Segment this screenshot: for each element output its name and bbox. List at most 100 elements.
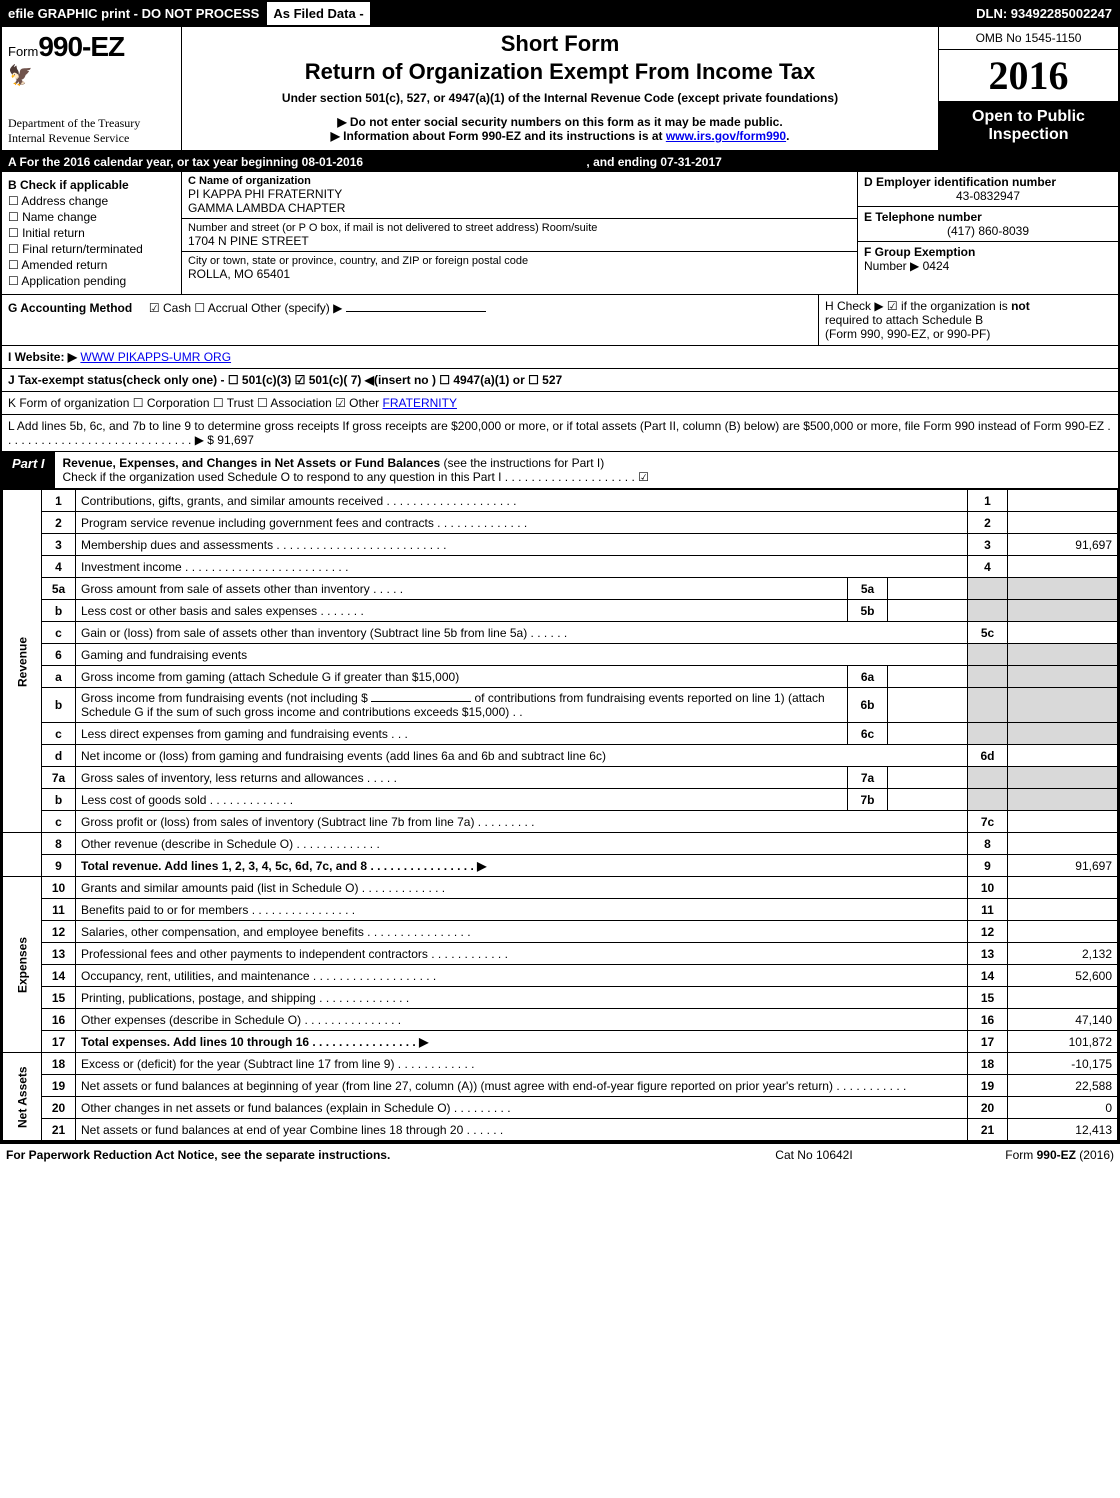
- line-no: 18: [42, 1053, 76, 1075]
- sub-no: 7a: [848, 767, 888, 789]
- line-num: 21: [968, 1119, 1008, 1141]
- line-desc: Gain or (loss) from sale of assets other…: [76, 622, 968, 644]
- sub-no: 5b: [848, 600, 888, 622]
- sub-val: [888, 600, 968, 622]
- line-no: b: [42, 600, 76, 622]
- line-num: 19: [968, 1075, 1008, 1097]
- d-ein-block: D Employer identification number 43-0832…: [858, 172, 1118, 207]
- line-no: 1: [42, 490, 76, 512]
- table-row: 15 Printing, publications, postage, and …: [3, 987, 1118, 1009]
- table-row: c Gain or (loss) from sale of assets oth…: [3, 622, 1118, 644]
- h-line3: (Form 990, 990-EZ, or 990-PF): [825, 327, 1112, 341]
- table-row: 5a Gross amount from sale of assets othe…: [3, 578, 1118, 600]
- header-right: OMB No 1545-1150 2016 Open to Public Ins…: [938, 27, 1118, 150]
- line-desc: Membership dues and assessments . . . . …: [76, 534, 968, 556]
- table-row: c Less direct expenses from gaming and f…: [3, 723, 1118, 745]
- shaded-cell: [1008, 688, 1118, 723]
- cb-application-pending[interactable]: ☐ Application pending: [8, 274, 175, 288]
- shaded-cell: [968, 644, 1008, 666]
- open-public-2: Inspection: [943, 126, 1114, 144]
- line-num: 20: [968, 1097, 1008, 1119]
- line-desc: Professional fees and other payments to …: [76, 943, 968, 965]
- cb-address-change[interactable]: ☐ Address change: [8, 194, 175, 208]
- line-val: [1008, 987, 1118, 1009]
- form-page: efile GRAPHIC print - DO NOT PROCESS As …: [0, 0, 1120, 1143]
- line-val: 91,697: [1008, 855, 1118, 877]
- return-title: Return of Organization Exempt From Incom…: [190, 59, 930, 85]
- side-label-expenses: Expenses: [3, 877, 42, 1053]
- line-desc: Net assets or fund balances at beginning…: [76, 1075, 968, 1097]
- line-num: 15: [968, 987, 1008, 1009]
- sub-val: [888, 789, 968, 811]
- f-group-block: F Group Exemption Number ▶ 0424: [858, 242, 1118, 276]
- f-group-label2: Number ▶: [864, 259, 919, 273]
- shaded-cell: [968, 767, 1008, 789]
- c-street-label: Number and street (or P O box, if mail i…: [188, 222, 851, 234]
- h-text1: H Check ▶ ☑ if the organization is: [825, 299, 1011, 313]
- footer-catno: Cat No 10642I: [714, 1148, 914, 1162]
- table-row: 8 Other revenue (describe in Schedule O)…: [3, 833, 1118, 855]
- row-j-tax-exempt: J Tax-exempt status(check only one) - ☐ …: [2, 369, 1118, 392]
- line-desc: Gross sales of inventory, less returns a…: [76, 767, 848, 789]
- cb-name-change[interactable]: ☐ Name change: [8, 210, 175, 224]
- f-group-value: 0424: [923, 259, 950, 273]
- line-val: -10,175: [1008, 1053, 1118, 1075]
- line-desc: Salaries, other compensation, and employ…: [76, 921, 968, 943]
- g-options[interactable]: ☑ Cash ☐ Accrual Other (specify) ▶: [149, 301, 342, 315]
- row-k-org-form: K Form of organization ☐ Corporation ☐ T…: [2, 392, 1118, 415]
- irs-label: Internal Revenue Service: [8, 131, 175, 146]
- shaded-cell: [968, 789, 1008, 811]
- website-link[interactable]: WWW PIKAPPS-UMR ORG: [80, 350, 231, 364]
- table-row: 6 Gaming and fundraising events: [3, 644, 1118, 666]
- table-row: 9 Total revenue. Add lines 1, 2, 3, 4, 5…: [3, 855, 1118, 877]
- i-label: I Website: ▶: [8, 350, 77, 364]
- h-line2: required to attach Schedule B: [825, 313, 1112, 327]
- line-no: c: [42, 723, 76, 745]
- table-row: b Gross income from fundraising events (…: [3, 688, 1118, 723]
- line-desc: Gross income from gaming (attach Schedul…: [76, 666, 848, 688]
- shaded-cell: [1008, 789, 1118, 811]
- dln-label: DLN: 93492285002247: [970, 2, 1118, 25]
- table-row: 11 Benefits paid to or for members . . .…: [3, 899, 1118, 921]
- table-row: b Less cost or other basis and sales exp…: [3, 600, 1118, 622]
- line-desc: Contributions, gifts, grants, and simila…: [76, 490, 968, 512]
- line-no: 8: [42, 833, 76, 855]
- cb-final-return[interactable]: ☐ Final return/terminated: [8, 242, 175, 256]
- line-num: 9: [968, 855, 1008, 877]
- e-phone-block: E Telephone number (417) 860-8039: [858, 207, 1118, 242]
- sub-no: 5a: [848, 578, 888, 600]
- line-desc: Gross amount from sale of assets other t…: [76, 578, 848, 600]
- cb-initial-return[interactable]: ☐ Initial return: [8, 226, 175, 240]
- line-desc: Total expenses. Add lines 10 through 16 …: [76, 1031, 968, 1053]
- sub-no: 7b: [848, 789, 888, 811]
- row-i-website: I Website: ▶ WWW PIKAPPS-UMR ORG: [2, 346, 1118, 369]
- line-val: 22,588: [1008, 1075, 1118, 1097]
- irs-link[interactable]: www.irs.gov/form990: [666, 129, 786, 143]
- part-i-badge: Part I: [2, 452, 55, 488]
- shaded-cell: [1008, 578, 1118, 600]
- line-no: a: [42, 666, 76, 688]
- cb-amended-return[interactable]: ☐ Amended return: [8, 258, 175, 272]
- form-prefix: Form: [8, 44, 38, 59]
- part-i-title-block: Revenue, Expenses, and Changes in Net As…: [55, 452, 1118, 488]
- line-no: 6: [42, 644, 76, 666]
- line-num: 12: [968, 921, 1008, 943]
- h-line1: H Check ▶ ☑ if the organization is not: [825, 299, 1112, 313]
- line-desc: Other changes in net assets or fund bala…: [76, 1097, 968, 1119]
- k-link[interactable]: FRATERNITY: [383, 396, 457, 410]
- line-num: 16: [968, 1009, 1008, 1031]
- sub-no: 6b: [848, 688, 888, 723]
- line-no: 2: [42, 512, 76, 534]
- do-not-enter: ▶ Do not enter social security numbers o…: [190, 115, 930, 129]
- line-desc: Program service revenue including govern…: [76, 512, 968, 534]
- k-text: K Form of organization ☐ Corporation ☐ T…: [8, 396, 383, 410]
- info-about-pre: ▶ Information about Form 990-EZ and its …: [331, 129, 666, 143]
- open-to-public: Open to Public Inspection: [939, 102, 1118, 150]
- form-number-block: Form990-EZ: [8, 31, 175, 63]
- table-row: 4 Investment income . . . . . . . . . . …: [3, 556, 1118, 578]
- row-g-h: G Accounting Method ☑ Cash ☐ Accrual Oth…: [2, 295, 1118, 346]
- line-no: 20: [42, 1097, 76, 1119]
- line-val: [1008, 899, 1118, 921]
- line-no: d: [42, 745, 76, 767]
- table-row: 12 Salaries, other compensation, and emp…: [3, 921, 1118, 943]
